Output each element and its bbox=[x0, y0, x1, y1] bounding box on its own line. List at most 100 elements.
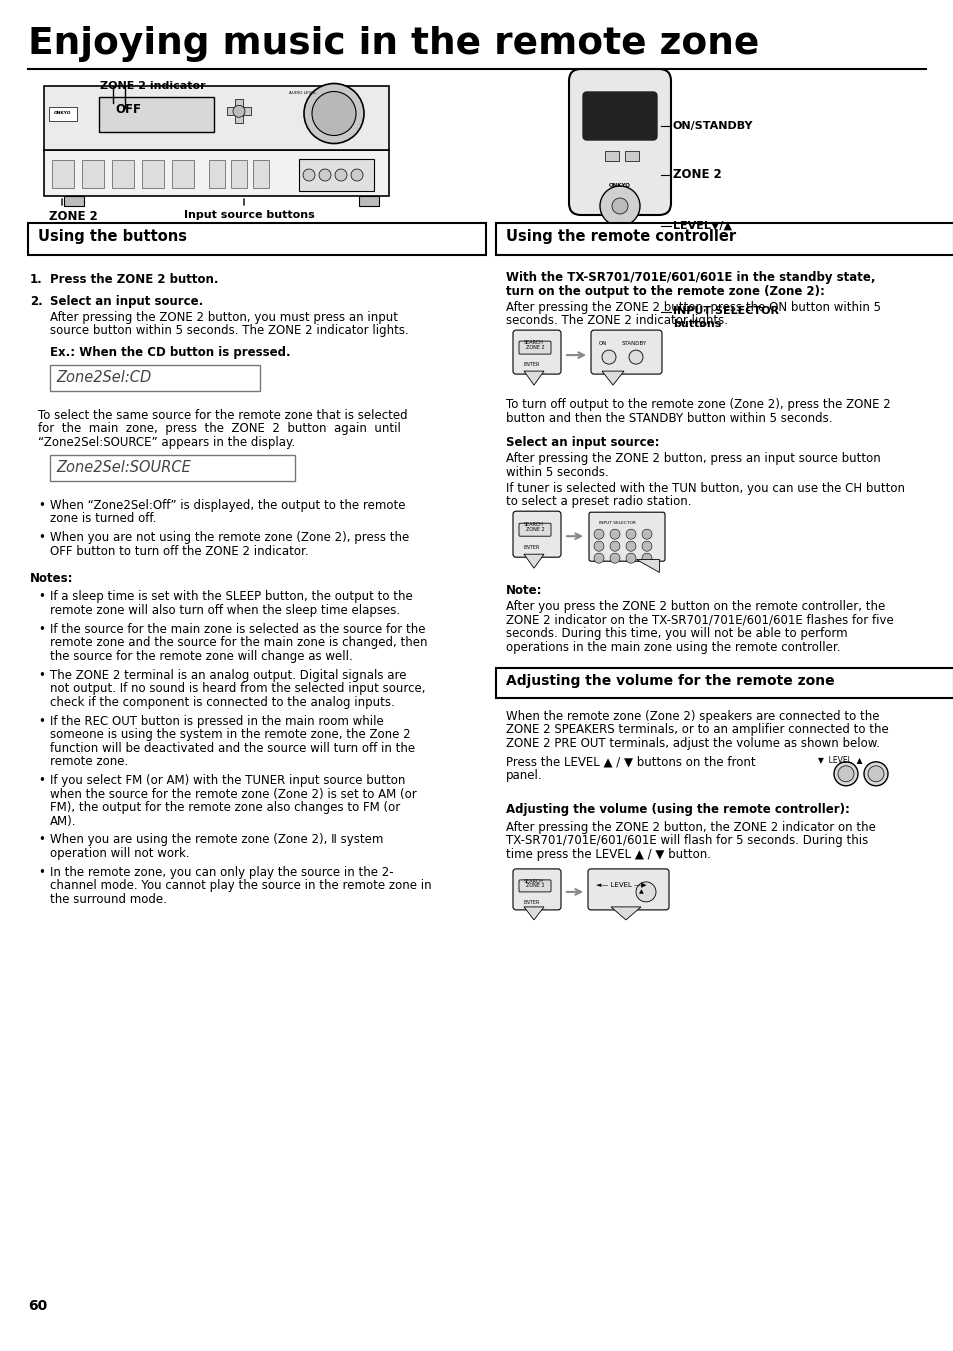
Text: remote zone and the source for the main zone is changed, then: remote zone and the source for the main … bbox=[50, 636, 427, 650]
Text: If you select FM (or AM) with the TUNER input source button: If you select FM (or AM) with the TUNER … bbox=[50, 774, 405, 788]
Bar bbox=[49, 107, 77, 122]
Text: To turn off output to the remote zone (Zone 2), press the ZONE 2: To turn off output to the remote zone (Z… bbox=[505, 399, 890, 411]
Text: Enjoying music in the remote zone: Enjoying music in the remote zone bbox=[28, 26, 759, 62]
Text: When “Zone2Sel:Off” is displayed, the output to the remote: When “Zone2Sel:Off” is displayed, the ou… bbox=[50, 499, 405, 512]
Bar bbox=[604, 151, 618, 161]
Polygon shape bbox=[523, 554, 543, 569]
Circle shape bbox=[601, 350, 616, 365]
Polygon shape bbox=[523, 372, 543, 385]
Text: Adjusting the volume for the remote zone: Adjusting the volume for the remote zone bbox=[505, 674, 834, 688]
Polygon shape bbox=[523, 907, 543, 920]
Circle shape bbox=[837, 766, 853, 782]
Text: Select an input source:: Select an input source: bbox=[505, 436, 659, 449]
Bar bbox=[234, 115, 243, 123]
Circle shape bbox=[331, 96, 336, 103]
Text: ZONE 2: ZONE 2 bbox=[525, 884, 544, 889]
Bar bbox=[172, 159, 193, 188]
Text: to select a preset radio station.: to select a preset radio station. bbox=[505, 496, 691, 508]
Text: operations in the main zone using the remote controller.: operations in the main zone using the re… bbox=[505, 640, 840, 654]
Text: channel mode. You cannot play the source in the remote zone in: channel mode. You cannot play the source… bbox=[50, 880, 431, 893]
Text: •: • bbox=[38, 590, 45, 604]
Text: the source for the remote zone will change as well.: the source for the remote zone will chan… bbox=[50, 650, 353, 663]
Bar bbox=[231, 159, 247, 188]
Circle shape bbox=[625, 542, 636, 551]
Text: AM).: AM). bbox=[50, 815, 76, 828]
Text: If the REC OUT button is pressed in the main room while: If the REC OUT button is pressed in the … bbox=[50, 715, 383, 728]
Text: remote zone.: remote zone. bbox=[50, 755, 128, 769]
Bar bbox=[50, 455, 294, 481]
Circle shape bbox=[863, 762, 887, 786]
Text: ZONE 2: ZONE 2 bbox=[525, 527, 544, 532]
Bar bbox=[142, 159, 164, 188]
Text: someone is using the system in the remote zone, the Zone 2: someone is using the system in the remot… bbox=[50, 728, 410, 742]
FancyBboxPatch shape bbox=[513, 869, 560, 911]
Text: After pressing the ZONE 2 button, press the ON button within 5: After pressing the ZONE 2 button, press … bbox=[505, 301, 880, 313]
Bar bbox=[44, 150, 389, 196]
Bar bbox=[112, 159, 133, 188]
FancyBboxPatch shape bbox=[587, 869, 668, 911]
Text: ENTER: ENTER bbox=[523, 546, 539, 550]
Text: •: • bbox=[38, 715, 45, 728]
Text: INPUT SELECTOR: INPUT SELECTOR bbox=[672, 305, 779, 316]
Text: buttons: buttons bbox=[672, 319, 720, 330]
Bar bbox=[64, 196, 84, 205]
Text: FM), the output for the remote zone also changes to FM (or: FM), the output for the remote zone also… bbox=[50, 801, 400, 815]
Bar bbox=[253, 159, 269, 188]
Text: Adjusting the volume (using the remote controller):: Adjusting the volume (using the remote c… bbox=[505, 802, 849, 816]
Bar bbox=[358, 196, 378, 205]
FancyBboxPatch shape bbox=[568, 69, 670, 215]
Text: for  the  main  zone,  press  the  ZONE  2  button  again  until: for the main zone, press the ZONE 2 butt… bbox=[38, 423, 400, 435]
Text: After you press the ZONE 2 button on the remote controller, the: After you press the ZONE 2 button on the… bbox=[505, 600, 884, 613]
Text: After pressing the ZONE 2 button, the ZONE 2 indicator on the: After pressing the ZONE 2 button, the ZO… bbox=[505, 820, 875, 834]
Bar bbox=[209, 159, 225, 188]
Text: •: • bbox=[38, 531, 45, 544]
Text: OFF button to turn off the ZONE 2 indicator.: OFF button to turn off the ZONE 2 indica… bbox=[50, 544, 309, 558]
Circle shape bbox=[609, 530, 619, 539]
Text: SEARCH: SEARCH bbox=[523, 523, 543, 527]
Text: Zone2Sel:CD: Zone2Sel:CD bbox=[56, 370, 152, 385]
Text: seconds. During this time, you will not be able to perform: seconds. During this time, you will not … bbox=[505, 627, 846, 640]
Text: ZONE 2: ZONE 2 bbox=[49, 209, 97, 223]
Text: The ZONE 2 terminal is an analog output. Digital signals are: The ZONE 2 terminal is an analog output.… bbox=[50, 669, 406, 682]
Text: remote zone will also turn off when the sleep time elapses.: remote zone will also turn off when the … bbox=[50, 604, 399, 617]
Circle shape bbox=[594, 530, 603, 539]
Bar bbox=[50, 365, 260, 390]
Circle shape bbox=[594, 542, 603, 551]
Text: •: • bbox=[38, 499, 45, 512]
FancyBboxPatch shape bbox=[518, 523, 551, 536]
Text: button and then the STANDBY button within 5 seconds.: button and then the STANDBY button withi… bbox=[505, 412, 832, 424]
Text: “Zone2Sel:SOURCE” appears in the display.: “Zone2Sel:SOURCE” appears in the display… bbox=[38, 436, 294, 449]
Bar bbox=[99, 97, 213, 132]
Polygon shape bbox=[610, 907, 640, 920]
Text: not output. If no sound is heard from the selected input source,: not output. If no sound is heard from th… bbox=[50, 682, 425, 696]
Circle shape bbox=[625, 553, 636, 563]
Text: seconds. The ZONE 2 indicator lights.: seconds. The ZONE 2 indicator lights. bbox=[505, 315, 727, 327]
Bar bbox=[52, 159, 74, 188]
Text: 60: 60 bbox=[28, 1300, 48, 1313]
Text: 2.: 2. bbox=[30, 295, 43, 308]
Text: ▲: ▲ bbox=[638, 889, 642, 894]
Circle shape bbox=[833, 762, 857, 786]
Text: source button within 5 seconds. The ZONE 2 indicator lights.: source button within 5 seconds. The ZONE… bbox=[50, 324, 408, 338]
Circle shape bbox=[351, 169, 363, 181]
Bar bbox=[496, 667, 953, 698]
Circle shape bbox=[612, 199, 627, 213]
Text: •: • bbox=[38, 866, 45, 880]
Text: ONKYO: ONKYO bbox=[608, 182, 630, 188]
Text: AUDIO LEVEL: AUDIO LEVEL bbox=[289, 92, 315, 96]
Circle shape bbox=[867, 766, 883, 782]
Text: •: • bbox=[38, 774, 45, 788]
Text: With the TX-SR701/701E/601/601E in the standby state,: With the TX-SR701/701E/601/601E in the s… bbox=[505, 272, 875, 284]
Circle shape bbox=[304, 84, 364, 143]
Text: ▼  LEVEL  ▲: ▼ LEVEL ▲ bbox=[817, 755, 862, 765]
Text: time press the LEVEL ▲ / ▼ button.: time press the LEVEL ▲ / ▼ button. bbox=[505, 847, 710, 861]
Text: Using the remote controller: Using the remote controller bbox=[505, 230, 736, 245]
Text: ZONE 2 SPEAKERS terminals, or to an amplifier connected to the: ZONE 2 SPEAKERS terminals, or to an ampl… bbox=[505, 723, 888, 736]
Text: Notes:: Notes: bbox=[30, 571, 73, 585]
Text: If tuner is selected with the TUN button, you can use the CH button: If tuner is selected with the TUN button… bbox=[505, 482, 904, 494]
Circle shape bbox=[594, 553, 603, 563]
Text: operation will not work.: operation will not work. bbox=[50, 847, 190, 861]
Circle shape bbox=[625, 530, 636, 539]
Text: •: • bbox=[38, 834, 45, 847]
Circle shape bbox=[641, 530, 651, 539]
